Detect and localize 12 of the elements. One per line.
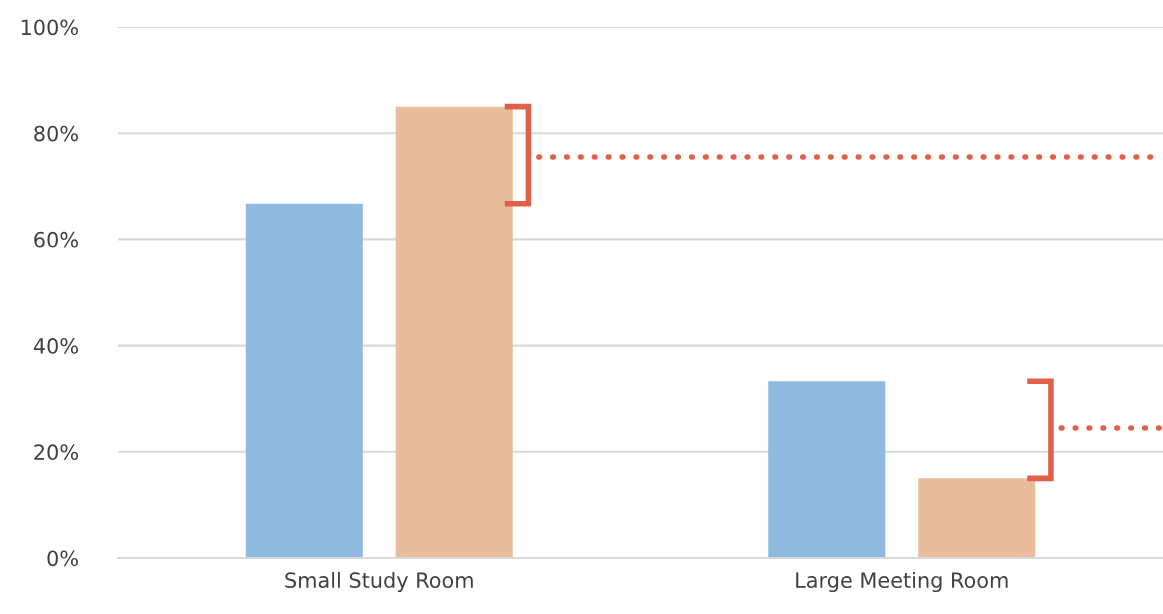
bar: [768, 381, 886, 558]
x-tick-label: Small Study Room: [285, 571, 473, 593]
y-tick-label: 40%: [33, 338, 78, 354]
y-tick-label: 80%: [34, 125, 78, 142]
y-tick-label: 100%: [21, 19, 78, 36]
y-tick-label: 60%: [34, 231, 78, 248]
bar: [918, 478, 1036, 558]
x-tick-label: Large Meeting Room: [796, 571, 1008, 593]
y-tick-label: 0%: [47, 550, 78, 567]
bar: [395, 106, 513, 558]
y-tick-label: 20%: [34, 444, 78, 461]
bar: [245, 203, 363, 558]
